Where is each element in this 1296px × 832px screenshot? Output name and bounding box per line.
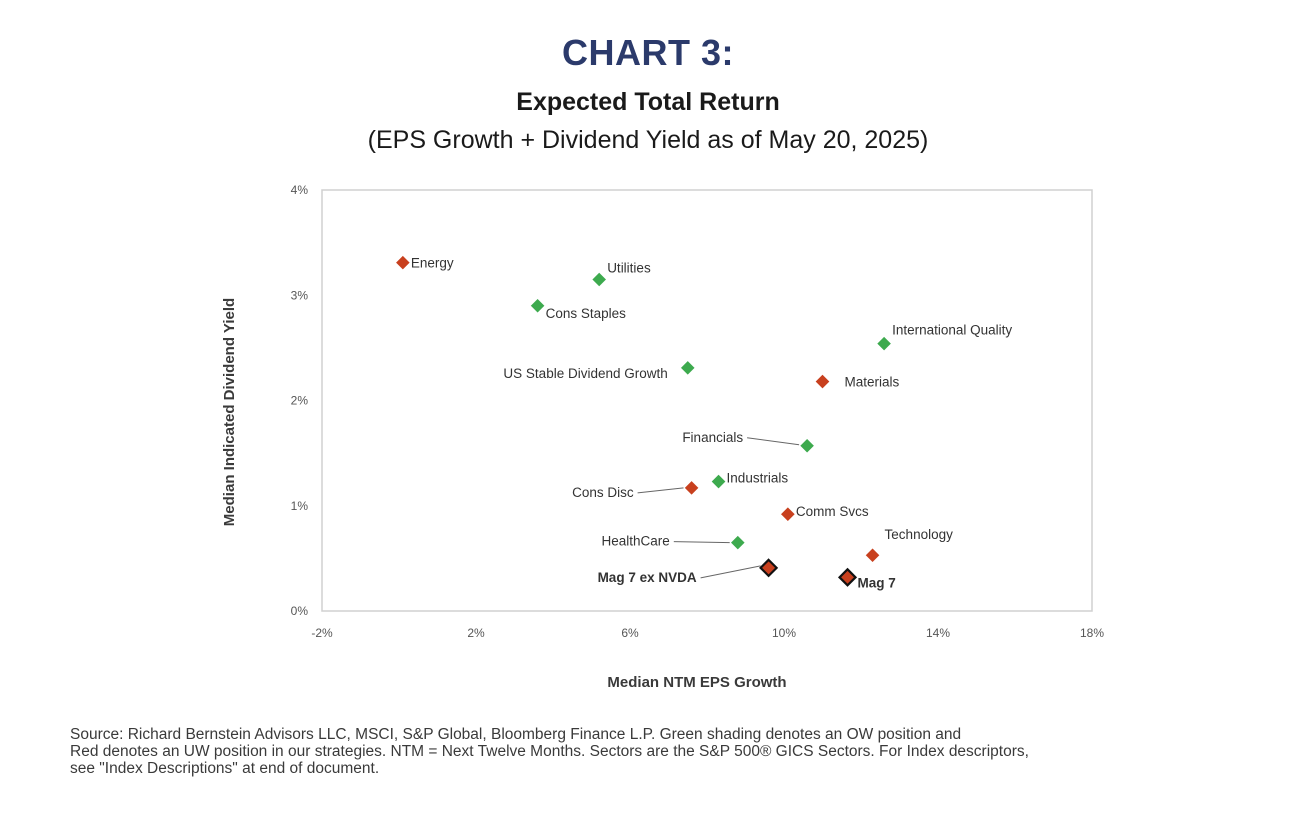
y-tick-label: 1%: [291, 499, 309, 513]
scatter-chart: -2% 2% 6% 10% 14% 18% 0% 1% 2% 3% 4% Energy Utiliti…: [221, 183, 1105, 691]
x-tick-label: 6%: [621, 626, 639, 640]
label-utilities: Utilities: [607, 260, 651, 275]
chart-number-title: CHART 3:: [562, 32, 734, 73]
source-note-line-3: see "Index Descriptions" at end of docum…: [70, 760, 380, 777]
point-international-quality: [875, 335, 893, 352]
x-tick-label: 10%: [772, 626, 796, 640]
y-tick-label: 0%: [291, 604, 309, 618]
leader-line-financials: [747, 437, 800, 446]
data-points: [394, 254, 893, 587]
source-note-line-2: Red denotes an UW position in our strate…: [70, 743, 1029, 760]
point-technology: [864, 547, 881, 564]
point-cons-disc: [683, 479, 700, 497]
chart-subtitle: (EPS Growth + Dividend Yield as of May 2…: [367, 126, 929, 154]
point-healthcare: [729, 534, 747, 551]
label-mag-7-ex-nvda: Mag 7 ex NVDA: [598, 570, 697, 585]
source-note-line-1: Source: Richard Bernstein Advisors LLC, …: [70, 726, 962, 743]
leader-line-cons-disc: [637, 487, 684, 494]
axis-ticks: -2% 2% 6% 10% 14% 18% 0% 1% 2% 3% 4%: [291, 183, 1105, 640]
source-note: Source: Richard Bernstein Advisors LLC, …: [70, 726, 1270, 777]
label-financials: Financials: [682, 430, 743, 445]
data-labels: Energy Utilities Cons Staples International…: [411, 256, 1013, 591]
label-mag-7: Mag 7: [858, 575, 896, 590]
point-mag-7-ex-nvda: [759, 558, 779, 578]
label-leader-lines: [637, 437, 800, 579]
leader-line-healthcare: [673, 541, 730, 544]
leader-line-mag-7-ex-nvda: [700, 565, 761, 579]
y-tick-label: 2%: [291, 394, 309, 408]
point-mag-7: [837, 567, 858, 587]
chart-title: Expected Total Return: [516, 88, 780, 116]
label-cons-disc: Cons Disc: [572, 485, 634, 500]
x-tick-label: 18%: [1080, 626, 1104, 640]
point-utilities: [590, 271, 608, 288]
x-axis-title: Median NTM EPS Growth: [607, 674, 786, 691]
label-cons-staples: Cons Staples: [546, 306, 627, 321]
point-us-stable-dividend-growth: [679, 359, 696, 377]
point-financials: [798, 437, 816, 454]
y-tick-label: 3%: [291, 288, 309, 302]
label-materials: Materials: [845, 375, 900, 390]
label-international-quality: International Quality: [892, 323, 1012, 338]
point-cons-staples: [529, 297, 546, 314]
label-technology: Technology: [885, 527, 954, 542]
plot-area-frame: [321, 189, 1093, 612]
label-energy: Energy: [411, 256, 454, 271]
x-tick-label: 2%: [467, 626, 485, 640]
point-materials: [814, 373, 831, 390]
label-industrials: Industrials: [727, 471, 789, 486]
label-comm-svcs: Comm Svcs: [796, 504, 869, 519]
point-energy: [394, 254, 412, 271]
label-healthcare: HealthCare: [602, 534, 670, 549]
point-comm-svcs: [779, 505, 797, 523]
y-tick-label: 4%: [291, 183, 309, 197]
x-tick-label: -2%: [311, 626, 333, 640]
x-tick-label: 14%: [926, 626, 950, 640]
label-us-stable-dividend-growth: US Stable Dividend Growth: [503, 366, 667, 381]
y-axis-title: Median Indicated Dividend Yield: [221, 298, 238, 526]
point-industrials: [710, 473, 727, 490]
